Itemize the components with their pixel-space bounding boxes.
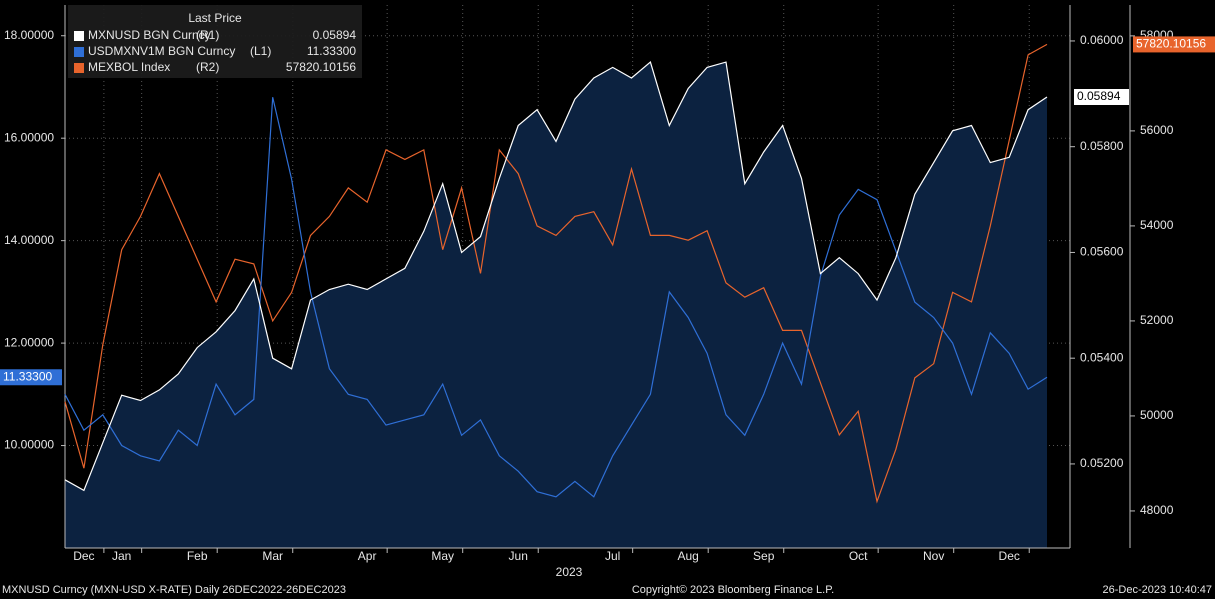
last-price-tag xyxy=(1133,36,1215,53)
last-price-tag-label: 57820.10156 xyxy=(1136,37,1206,51)
y-tick-label: 12.00000 xyxy=(4,335,54,349)
legend-axis: (L1) xyxy=(250,44,271,58)
legend-swatch xyxy=(74,47,84,57)
y2-tick-label: 0.05800 xyxy=(1080,139,1124,153)
legend-label: MEXBOL Index xyxy=(88,60,170,74)
y-tick-label: 10.00000 xyxy=(4,438,54,452)
x-tick-label: Oct xyxy=(849,549,868,563)
x-tick-label: Jan xyxy=(112,549,131,563)
footer-left: MXNUSD Curncy (MXN-USD X-RATE) Daily 26D… xyxy=(2,584,346,596)
x-tick-label: Sep xyxy=(753,549,775,563)
last-price-tag-label: 11.33300 xyxy=(3,369,52,383)
legend-label: MXNUSD BGN Curncy xyxy=(88,28,211,42)
legend-title: Last Price xyxy=(188,11,242,25)
legend-value: 0.05894 xyxy=(313,28,357,42)
y2-tick-label: 0.06000 xyxy=(1080,33,1124,47)
legend-axis: (R2) xyxy=(196,60,219,74)
area xyxy=(65,62,1047,548)
y3-tick-label: 54000 xyxy=(1140,218,1174,232)
legend-label: USDMXNV1M BGN Curncy xyxy=(88,44,235,58)
legend-box xyxy=(68,5,362,78)
x-tick-label: Dec xyxy=(999,549,1020,563)
last-price-tag-label: 0.05894 xyxy=(1077,89,1121,103)
legend-swatch xyxy=(74,31,84,41)
x-tick-label: Aug xyxy=(678,549,699,563)
footer-right: 26-Dec-2023 10:40:47 xyxy=(1103,584,1212,596)
footer-center: Copyright© 2023 Bloomberg Finance L.P. xyxy=(632,584,834,596)
y3-tick-label: 50000 xyxy=(1140,408,1174,422)
y-tick-label: 18.00000 xyxy=(4,28,54,42)
y-tick-label: 16.00000 xyxy=(4,130,54,144)
y3-tick-label: 52000 xyxy=(1140,313,1174,327)
x-tick-label: Dec xyxy=(73,549,94,563)
x-tick-label: Mar xyxy=(262,549,283,563)
series-line xyxy=(64,43,1048,504)
x-tick-label: Jun xyxy=(509,549,528,563)
legend-value: 11.33300 xyxy=(307,44,356,58)
y3-tick-label: 48000 xyxy=(1140,503,1174,517)
legend-axis: (R1) xyxy=(196,28,219,42)
y-tick-label: 14.00000 xyxy=(4,233,54,247)
last-price-tag xyxy=(0,369,62,386)
x-tick-label: May xyxy=(431,549,454,563)
series-line xyxy=(64,97,1048,498)
y2-tick-label: 0.05400 xyxy=(1080,350,1124,364)
x-tick-label: Jul xyxy=(605,549,620,563)
x-tick-label: Apr xyxy=(358,549,377,563)
plot xyxy=(65,5,1070,548)
x-tick-label: Feb xyxy=(187,549,208,563)
year-label: 2023 xyxy=(556,565,583,579)
last-price-tag xyxy=(1074,88,1129,105)
y2-tick-label: 0.05200 xyxy=(1080,456,1124,470)
series-line xyxy=(64,61,1048,492)
y3-tick-label: 56000 xyxy=(1140,123,1174,137)
y2-tick-label: 0.05600 xyxy=(1080,245,1124,259)
legend-swatch xyxy=(74,63,84,73)
legend-value: 57820.10156 xyxy=(286,60,356,74)
x-tick-label: Nov xyxy=(923,549,944,563)
